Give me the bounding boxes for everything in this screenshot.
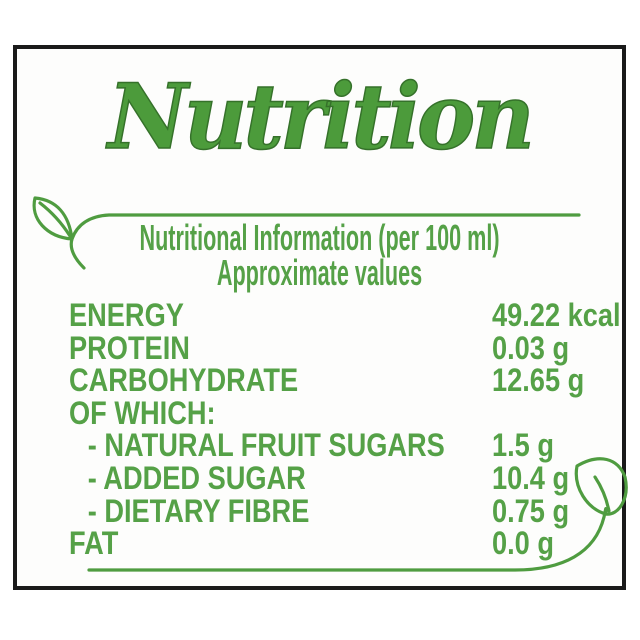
row-value: 0.03 g: [492, 329, 570, 366]
nutrition-row: FAT 0.0 g: [69, 527, 614, 560]
header-line2: Approximate values: [216, 252, 423, 293]
nutrition-row: PROTEIN 0.03 g: [69, 329, 614, 366]
row-value: 1.5 g: [492, 427, 554, 464]
row-value: 10.4 g: [492, 459, 570, 496]
row-value: 49.22 kcal: [492, 297, 621, 333]
header-line1: Nutritional Information (per 100 ml): [139, 217, 500, 258]
row-label: - NATURAL FRUIT SUGARS: [87, 427, 445, 464]
row-label: ENERGY: [69, 297, 184, 333]
row-value: 0.75 g: [492, 492, 570, 529]
row-label: FAT: [69, 525, 119, 562]
nutrition-row: - DIETARY FIBRE 0.75 g: [69, 492, 614, 529]
row-label: PROTEIN: [69, 329, 190, 366]
leaf-sprig-icon-left: [32, 196, 74, 241]
row-value: 12.65 g: [492, 362, 585, 399]
nutrition-rows: ENERGY 49.22 kcal PROTEIN 0.03 g CARBOHY…: [69, 297, 621, 560]
row-label: - ADDED SUGAR: [87, 459, 306, 496]
nutrition-row: - NATURAL FRUIT SUGARS 1.5 g: [69, 429, 614, 462]
nutrition-row: - ADDED SUGAR 10.4 g: [69, 462, 614, 495]
row-label: OF WHICH:: [69, 394, 216, 431]
row-label: CARBOHYDRATE: [69, 362, 299, 399]
label-title: Nutrition: [107, 63, 535, 171]
label-border-frame: Nutrition Nutritional Information (per 1…: [13, 45, 628, 590]
nutrition-row: ENERGY 49.22 kcal: [69, 297, 621, 333]
row-label: - DIETARY FIBRE: [87, 492, 310, 529]
nutrition-row: OF WHICH:: [69, 397, 614, 430]
nutrition-row: CARBOHYDRATE 12.65 g: [69, 364, 614, 397]
row-value: 0.0 g: [492, 525, 554, 562]
